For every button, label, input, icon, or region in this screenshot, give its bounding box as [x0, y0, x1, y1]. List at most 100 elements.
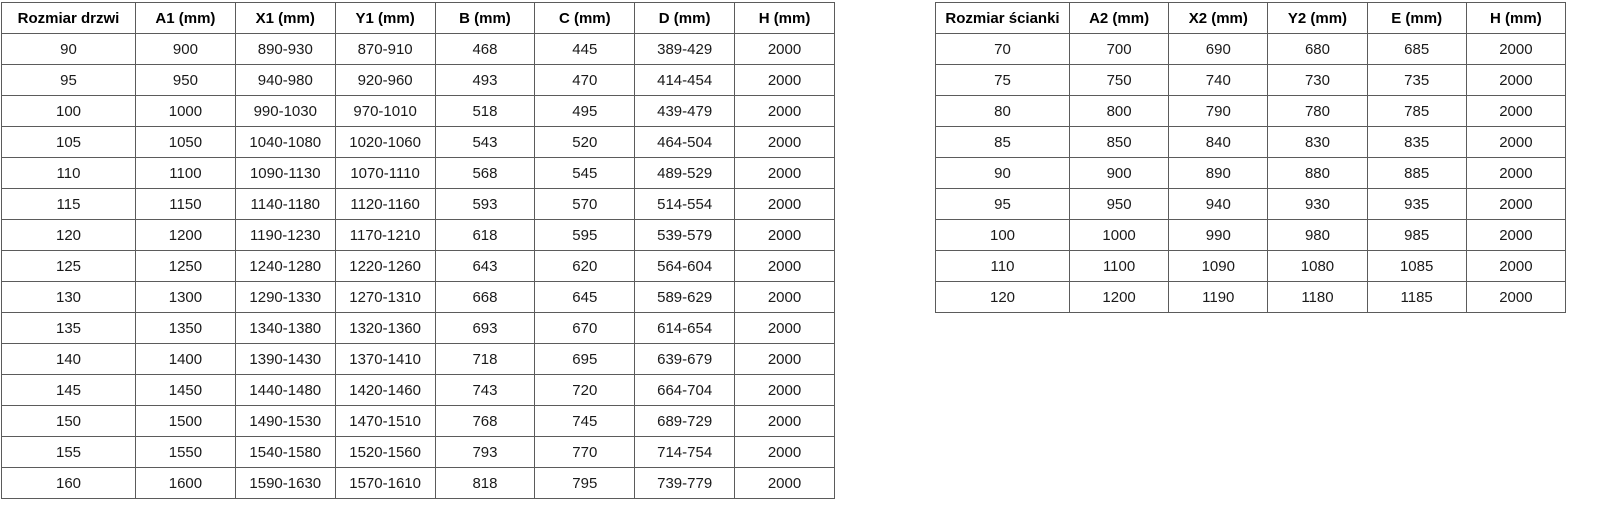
table-cell: 2000: [734, 126, 835, 158]
table-cell: 790: [1168, 95, 1269, 127]
table-cell: 115: [1, 188, 136, 220]
table-cell: 1570-1610: [334, 467, 436, 499]
table-cell: 1470-1510: [334, 405, 436, 437]
column-header: H (mm): [734, 2, 835, 34]
table-cell: 110: [935, 250, 1070, 282]
table-cell: 468: [434, 33, 536, 65]
table-row: 110 1100 1090 1080 1085 2000: [935, 250, 1567, 282]
table-cell: 680: [1267, 33, 1368, 65]
table-cell: 520: [534, 126, 636, 158]
table-cell: 1200: [135, 219, 236, 251]
table-row: 90 900 890-930 870-910 468 445 389-429 2000: [1, 33, 835, 65]
table-cell: 389-429: [634, 33, 736, 65]
table-row: 85 850 840 830 835 2000: [935, 126, 1567, 158]
table-cell: 493: [434, 64, 536, 96]
table-cell: 489-529: [634, 157, 736, 189]
table-cell: 495: [534, 95, 636, 127]
table-cell: 2000: [734, 64, 835, 96]
table-cell: 643: [434, 250, 536, 282]
table-cell: 1140-1180: [234, 188, 336, 220]
table-cell: 700: [1068, 33, 1170, 65]
table-cell: 2000: [734, 436, 835, 468]
column-header: X2 (mm): [1168, 2, 1269, 34]
table-cell: 795: [534, 467, 636, 499]
table-row: 105 1050 1040-1080 1020-1060 543 520 464-504 20…: [1, 126, 835, 158]
table-cell: 2000: [1465, 281, 1567, 313]
table-cell: 1040-1080: [234, 126, 336, 158]
table-cell: 695: [534, 343, 636, 375]
table-cell: 155: [1, 436, 136, 468]
table-row: 80 800 790 780 785 2000: [935, 95, 1567, 127]
table-cell: 940-980: [234, 64, 336, 96]
table-cell: 100: [1, 95, 136, 127]
table-cell: 614-654: [634, 312, 736, 344]
table-cell: 2000: [1465, 95, 1567, 127]
table-cell: 470: [534, 64, 636, 96]
table-cell: 693: [434, 312, 536, 344]
table-cell: 1600: [135, 467, 236, 499]
table-cell: 2000: [734, 188, 835, 220]
wall-size-table-header: Rozmiar ścianki A2 (mm) X2 (mm) Y2 (mm) E (m…: [935, 2, 1567, 34]
table-cell: 2000: [734, 312, 835, 344]
table-cell: 750: [1068, 64, 1170, 96]
table-cell: 990: [1168, 219, 1269, 251]
table-cell: 2000: [734, 95, 835, 127]
table-row: 75 750 740 730 735 2000: [935, 64, 1567, 96]
table-cell: 880: [1267, 157, 1368, 189]
column-header: Rozmiar drzwi: [1, 2, 136, 34]
door-size-table-body: 90 900 890-930 870-910 468 445 389-429 2000 95 95…: [1, 33, 835, 499]
table-cell: 140: [1, 343, 136, 375]
table-cell: 150: [1, 405, 136, 437]
table-row: 95 950 940 930 935 2000: [935, 188, 1567, 220]
table-cell: 743: [434, 374, 536, 406]
table-cell: 1085: [1366, 250, 1467, 282]
table-cell: 80: [935, 95, 1070, 127]
table-cell: 105: [1, 126, 136, 158]
wall-size-table-body: 70 700 690 680 685 2000 75 750 740 730 735 2000 80 80…: [935, 33, 1567, 313]
table-cell: 735: [1366, 64, 1467, 96]
table-row: 135 1350 1340-1380 1320-1360 693 670 614-654 20…: [1, 312, 835, 344]
table-cell: 568: [434, 157, 536, 189]
table-cell: 1400: [135, 343, 236, 375]
table-cell: 645: [534, 281, 636, 313]
table-cell: 2000: [1465, 219, 1567, 251]
table-cell: 1520-1560: [334, 436, 436, 468]
table-cell: 1450: [135, 374, 236, 406]
table-cell: 2000: [734, 250, 835, 282]
table-cell: 100: [935, 219, 1070, 251]
table-cell: 145: [1, 374, 136, 406]
table-cell: 1370-1410: [334, 343, 436, 375]
table-cell: 2000: [734, 219, 835, 251]
table-row: 160 1600 1590-1630 1570-1610 818 795 739-779 20…: [1, 467, 835, 499]
table-cell: 840: [1168, 126, 1269, 158]
table-cell: 885: [1366, 157, 1467, 189]
table-cell: 1320-1360: [334, 312, 436, 344]
table-cell: 2000: [734, 405, 835, 437]
column-header: C (mm): [534, 2, 636, 34]
table-cell: 2000: [734, 343, 835, 375]
table-cell: 970-1010: [334, 95, 436, 127]
table-cell: 1120-1160: [334, 188, 436, 220]
table-cell: 1540-1580: [234, 436, 336, 468]
table-cell: 439-479: [634, 95, 736, 127]
table-cell: 1190-1230: [234, 219, 336, 251]
table-cell: 1100: [135, 157, 236, 189]
table-cell: 130: [1, 281, 136, 313]
table-cell: 730: [1267, 64, 1368, 96]
table-cell: 920-960: [334, 64, 436, 96]
table-cell: 2000: [734, 33, 835, 65]
table-row: 115 1150 1140-1180 1120-1160 593 570 514-554 20…: [1, 188, 835, 220]
table-cell: 985: [1366, 219, 1467, 251]
table-cell: 595: [534, 219, 636, 251]
table-cell: 70: [935, 33, 1070, 65]
table-cell: 835: [1366, 126, 1467, 158]
column-header: Y1 (mm): [334, 2, 436, 34]
table-cell: 95: [1, 64, 136, 96]
table-cell: 1200: [1068, 281, 1170, 313]
table-cell: 2000: [1465, 188, 1567, 220]
table-cell: 689-729: [634, 405, 736, 437]
table-row: 155 1550 1540-1580 1520-1560 793 770 714-754 20…: [1, 436, 835, 468]
header-row: Rozmiar ścianki A2 (mm) X2 (mm) Y2 (mm) E (m…: [935, 2, 1567, 34]
table-cell: 670: [534, 312, 636, 344]
